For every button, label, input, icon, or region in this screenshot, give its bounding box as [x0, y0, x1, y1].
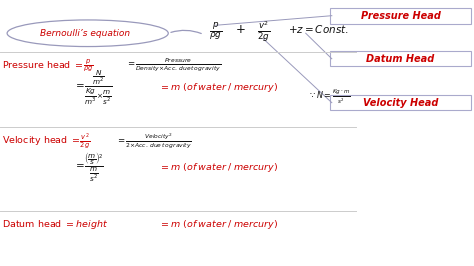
Text: $=\!\frac{\left(\dfrac{m}{s}\right)^{\!2}}{\dfrac{m}{s^2}}$: $=\!\frac{\left(\dfrac{m}{s}\right)^{\!2… [73, 151, 104, 184]
Text: $+ z=Const.$: $+ z=Const.$ [288, 23, 349, 35]
Text: $= m\;(of\;water\;/\;mercury)$: $= m\;(of\;water\;/\;mercury)$ [159, 218, 278, 231]
Text: $\frac{p}{\rho g}$: $\frac{p}{\rho g}$ [209, 20, 222, 41]
Text: Velocity Head: Velocity Head [363, 98, 438, 108]
Text: Pressure Head: Pressure Head [361, 11, 440, 21]
Text: $+$: $+$ [236, 23, 246, 36]
Text: $= m\;(of\;water\;/\;mercury)$: $= m\;(of\;water\;/\;mercury)$ [159, 161, 278, 174]
Text: $\because N=\frac{Kg\cdot m}{s^2}$: $\because N=\frac{Kg\cdot m}{s^2}$ [308, 88, 351, 106]
FancyBboxPatch shape [330, 8, 471, 24]
Text: $=\!\frac{\mathit{Pressure}}{\mathit{Density}\!\times\!\mathit{Acc.\,due\,to\,gr: $=\!\frac{\mathit{Pressure}}{\mathit{Den… [126, 57, 221, 74]
Text: Pressure head $=\!\frac{p}{\rho g}$: Pressure head $=\!\frac{p}{\rho g}$ [2, 57, 94, 74]
Text: $\frac{v^2}{2g}$: $\frac{v^2}{2g}$ [256, 19, 270, 43]
FancyBboxPatch shape [330, 51, 471, 66]
Text: $= m\;(of\;water\;/\;mercury)$: $= m\;(of\;water\;/\;mercury)$ [159, 81, 278, 94]
Text: $=\!\frac{\dfrac{N}{m^2}}{\dfrac{Kg}{m^3}\!\times\!\dfrac{m}{s^2}}$: $=\!\frac{\dfrac{N}{m^2}}{\dfrac{Kg}{m^3… [73, 69, 113, 107]
Text: Bernoulli’s equation: Bernoulli’s equation [40, 29, 130, 38]
Text: Datum head $=\mathit{height}$: Datum head $=\mathit{height}$ [2, 218, 109, 231]
Text: Velocity head $=\!\frac{v^2}{2g}$: Velocity head $=\!\frac{v^2}{2g}$ [2, 131, 91, 151]
FancyBboxPatch shape [330, 95, 471, 110]
Text: Datum Head: Datum Head [366, 54, 435, 64]
Text: $=\!\frac{\mathit{Velocity}^2}{2\!\times\!\mathit{Acc.\,due\,to\,gravity}}$: $=\!\frac{\mathit{Velocity}^2}{2\!\times… [116, 131, 192, 151]
